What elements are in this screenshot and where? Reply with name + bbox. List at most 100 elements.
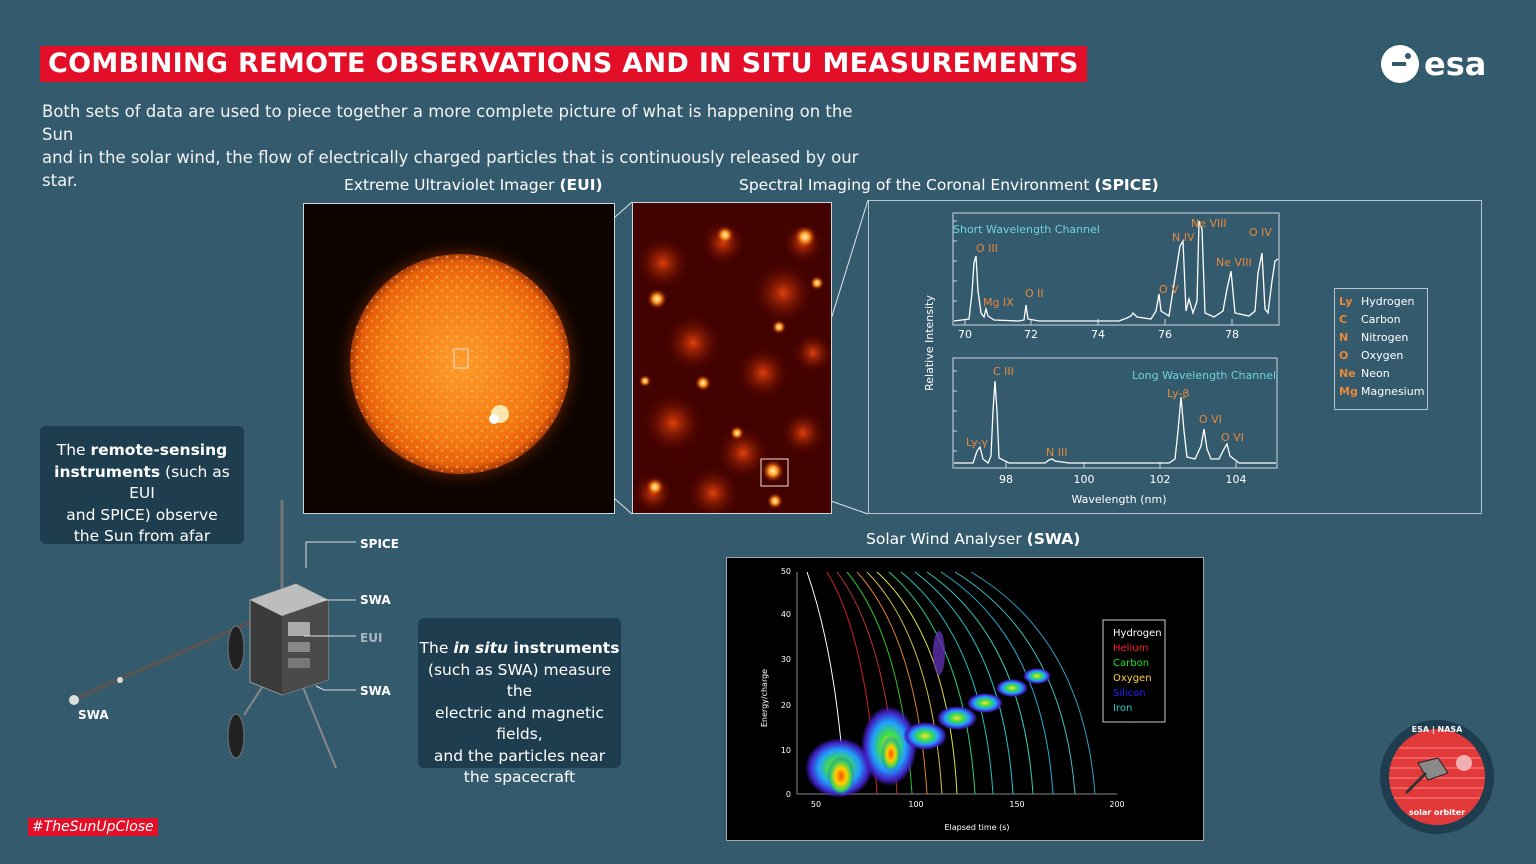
element-legend-row: Ly Hydrogen: [1339, 293, 1415, 311]
spice-line-label: Ly-γ: [966, 436, 988, 449]
element-legend-row: Ne Neon: [1339, 365, 1390, 383]
swa-x-label: Elapsed time (s): [945, 823, 1010, 832]
element-symbol: N: [1339, 331, 1349, 344]
label-swa: SWA: [78, 708, 109, 722]
element-name: Magnesium: [1361, 385, 1425, 398]
eui-title: Extreme Ultraviolet Imager (EUI): [344, 176, 603, 194]
swa-y-tick: 10: [781, 746, 791, 755]
spice-line-label: Ly-β: [1167, 387, 1189, 400]
callout-text: The: [419, 639, 454, 657]
callout-bold: remote-sensing: [90, 441, 228, 459]
swa-y-tick: 50: [781, 567, 791, 576]
esa-logo-text: esa: [1424, 45, 1486, 83]
callout-bold-italic: in situ: [453, 639, 509, 657]
spice-long-tick: 102: [1150, 473, 1171, 486]
callout-bold: instruments: [508, 639, 620, 657]
spice-short-tick: 76: [1158, 328, 1172, 341]
swa-x-tick: 100: [908, 800, 923, 809]
spice-line-label: Ne VIII: [1216, 256, 1252, 269]
badge-top-text: ESA | NASA: [1412, 725, 1464, 734]
element-legend: Ly Hydrogen C Carbon N Nitrogen O Oxygen Ne N…: [1334, 288, 1428, 410]
eui-sun-image: [303, 203, 615, 514]
callout-bold: instruments: [54, 462, 161, 481]
label-swa: SWA: [360, 593, 391, 607]
page-title: COMBINING REMOTE OBSERVATIONS AND IN SIT…: [40, 46, 1087, 82]
element-name: Nitrogen: [1361, 331, 1409, 344]
element-symbol: Mg: [1339, 385, 1358, 398]
callout-text: the Sun from afar: [73, 527, 211, 545]
spice-title: Spectral Imaging of the Coronal Environm…: [739, 176, 1159, 194]
intro-text: Both sets of data are used to piece toge…: [42, 100, 862, 192]
spice-panel: Relative Intensity 70 72 74 76 78 Short …: [868, 200, 1482, 514]
spice-line-label: O VI: [1221, 431, 1244, 444]
swa-legend-item: Silicon: [1113, 688, 1146, 699]
spice-line-label: O IV: [1249, 226, 1272, 239]
callout-text: electric and magnetic fields,: [435, 703, 604, 744]
callout-text: and the particles near: [433, 746, 606, 765]
swa-y-tick: 30: [781, 655, 791, 664]
spacecraft-illustration: [69, 500, 356, 769]
spice-long-tick: 104: [1226, 473, 1247, 486]
spice-long-plot: 98 100 102 104 Long Wavelength Channel L…: [952, 357, 1278, 506]
swa-title-bold: (SWA): [1026, 530, 1081, 548]
swa-x-tick: 200: [1109, 800, 1124, 809]
element-name: Neon: [1361, 367, 1390, 380]
intro-line-2: and in the solar wind, the flow of elect…: [42, 148, 859, 190]
element-legend-row: N Nitrogen: [1339, 329, 1408, 347]
element-legend-row: O Oxygen: [1339, 347, 1403, 365]
swa-legend-item: Hydrogen: [1113, 628, 1162, 639]
spice-long-tick: 100: [1074, 473, 1095, 486]
swa-y-tick: 20: [781, 701, 791, 710]
swa-legend: [1102, 619, 1166, 723]
spice-long-tick: 98: [999, 473, 1013, 486]
eui-zoom-image: [632, 202, 832, 514]
swa-legend-item: Carbon: [1113, 658, 1149, 669]
in-situ-callout: The in situ instruments (such as SWA) me…: [418, 618, 621, 786]
spice-line-label: C III: [993, 365, 1014, 378]
eui-title-bold: (EUI): [559, 176, 603, 194]
label-spice: SPICE: [360, 537, 399, 551]
swa-y-label: Energy/charge: [760, 669, 769, 727]
badge-bottom-text: solar orbiter: [1409, 808, 1465, 817]
element-symbol: C: [1339, 313, 1348, 326]
spice-line-label: N III: [1046, 446, 1067, 459]
element-name: Oxygen: [1361, 349, 1404, 362]
remote-sensing-callout: The remote-sensing instruments (such as …: [40, 426, 244, 545]
spice-line-label: O III: [976, 242, 998, 255]
element-name: Hydrogen: [1361, 295, 1415, 308]
swa-legend-item: Oxygen: [1113, 673, 1152, 684]
element-legend-row: Mg Magnesium: [1339, 383, 1424, 401]
spice-x-label: Wavelength (nm): [1071, 493, 1166, 506]
label-eui: EUI: [360, 631, 383, 645]
spice-y-label: Relative Intensity: [923, 295, 936, 391]
element-symbol: Ne: [1339, 367, 1356, 380]
spice-short-channel-label: Short Wavelength Channel: [953, 223, 1100, 236]
hashtag: #TheSunUpClose: [28, 818, 158, 836]
label-swa: SWA: [360, 684, 391, 698]
esa-logo: esa: [1381, 45, 1486, 83]
callout-text: The: [56, 441, 91, 459]
spice-line-label: O VI: [1199, 413, 1222, 426]
solar-orbiter-badge: ESA | NASA solar orbiter: [1380, 720, 1494, 834]
spice-line-label: Mg IX: [983, 296, 1014, 309]
spice-short-tick: 74: [1091, 328, 1105, 341]
swa-title-plain: Solar Wind Analyser: [866, 530, 1027, 548]
callout-text: and SPICE) observe: [66, 505, 218, 524]
spice-line-label: O V: [1159, 283, 1179, 296]
callout-text: (such as SWA) measure the: [427, 660, 612, 701]
swa-y-tick: 40: [781, 610, 791, 619]
swa-x-tick: 150: [1009, 800, 1024, 809]
spice-line-label: N IV: [1172, 231, 1195, 244]
eui-title-plain: Extreme Ultraviolet Imager: [344, 176, 560, 194]
element-symbol: Ly: [1339, 295, 1353, 308]
swa-x-tick: 50: [811, 800, 821, 809]
spice-line-label: O II: [1025, 287, 1044, 300]
swa-title: Solar Wind Analyser (SWA): [866, 530, 1080, 548]
spice-short-tick: 70: [958, 328, 972, 341]
callout-text: (such as EUI: [129, 462, 230, 503]
intro-line-1: Both sets of data are used to piece toge…: [42, 102, 853, 144]
spice-short-tick: 78: [1225, 328, 1239, 341]
spice-title-plain: Spectral Imaging of the Coronal Environm…: [739, 176, 1095, 194]
spice-short-tick: 72: [1024, 328, 1038, 341]
swa-legend-item: Helium: [1113, 643, 1148, 654]
